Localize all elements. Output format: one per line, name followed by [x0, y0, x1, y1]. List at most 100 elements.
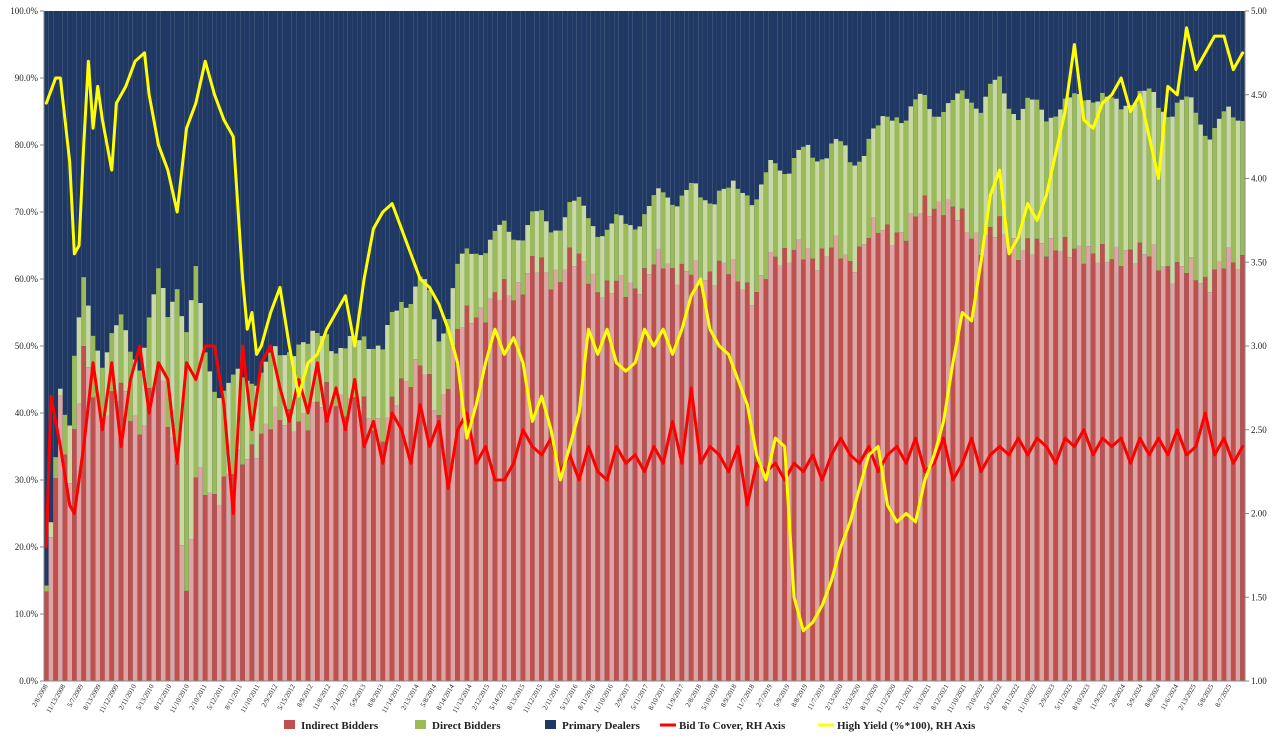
direct-bar	[525, 225, 531, 274]
direct-bar	[871, 128, 876, 218]
indirect-bar	[959, 208, 965, 681]
direct-bar	[1235, 120, 1241, 270]
indirect-bar	[1160, 266, 1166, 681]
direct-bar	[941, 111, 946, 216]
indirect-bar	[1132, 263, 1138, 681]
direct-bar	[478, 255, 484, 308]
indirect-bar	[740, 289, 745, 681]
direct-bar	[1202, 135, 1208, 277]
indirect-bar	[207, 492, 213, 681]
direct-bar	[824, 158, 830, 257]
direct-bar	[857, 161, 862, 247]
indirect-bar	[464, 305, 470, 681]
indirect-bar	[156, 366, 161, 681]
direct-bar	[656, 188, 661, 249]
direct-bar	[1198, 124, 1203, 284]
direct-bar	[880, 116, 886, 231]
dealer-bar	[249, 11, 255, 681]
direct-bar	[58, 388, 63, 396]
indirect-bar	[338, 394, 344, 681]
direct-bar	[726, 187, 731, 275]
indirect-bar	[829, 247, 834, 681]
direct-bar	[534, 211, 540, 273]
right-tick-label: 3.50	[1251, 257, 1267, 267]
direct-bar	[193, 266, 199, 478]
direct-bar	[530, 211, 535, 257]
indirect-bar	[819, 248, 825, 681]
left-tick-label: 70.0%	[15, 207, 39, 217]
direct-bar	[1146, 88, 1152, 257]
legend-label: Bid To Cover, RH Axis	[679, 720, 786, 732]
indirect-bar	[385, 417, 390, 681]
direct-bar	[244, 380, 250, 460]
dealer-bar	[272, 11, 278, 681]
indirect-bar	[100, 424, 105, 681]
direct-bar	[1086, 99, 1091, 247]
direct-bar	[1090, 102, 1096, 254]
indirect-bar	[1044, 256, 1049, 681]
indirect-bar	[1058, 251, 1063, 681]
right-tick-label: 2.50	[1251, 425, 1267, 435]
direct-bar	[889, 120, 895, 246]
indirect-bar	[81, 346, 87, 681]
indirect-bar	[553, 269, 559, 681]
legend-item: Primary Dealers	[545, 720, 641, 732]
direct-bar	[674, 206, 680, 285]
indirect-bar	[202, 495, 208, 681]
direct-bar	[637, 226, 643, 295]
direct-bar	[212, 391, 217, 495]
indirect-bar	[1006, 248, 1012, 681]
indirect-bar	[1235, 269, 1241, 681]
indirect-bar	[913, 216, 918, 682]
legend-swatch	[545, 720, 556, 729]
direct-bar	[357, 340, 362, 415]
indirect-bar	[184, 590, 189, 681]
direct-bar	[1212, 128, 1217, 270]
x-tick-label: 8/7/2025	[1214, 683, 1234, 709]
indirect-bar	[1188, 257, 1194, 681]
direct-bar	[712, 204, 717, 286]
indirect-bar	[240, 464, 245, 681]
indirect-bar	[263, 423, 269, 681]
indirect-bar	[1104, 262, 1110, 681]
indirect-bar	[109, 391, 115, 681]
dealer-bar	[230, 11, 236, 681]
direct-bar	[202, 352, 208, 496]
indirect-bar	[992, 237, 998, 681]
direct-bar	[343, 348, 348, 417]
indirect-bar	[833, 235, 839, 681]
direct-bar	[964, 98, 970, 233]
direct-bar	[385, 324, 390, 418]
direct-bar	[1226, 106, 1231, 248]
indirect-bar	[431, 410, 437, 681]
direct-bar	[114, 325, 119, 402]
indirect-bar	[366, 418, 372, 681]
direct-bar	[272, 346, 278, 407]
indirect-bar	[408, 387, 414, 681]
indirect-bar	[875, 232, 881, 681]
direct-bar	[455, 263, 460, 329]
indirect-bar	[576, 253, 582, 681]
indirect-bar	[170, 437, 175, 681]
indirect-bar	[296, 421, 302, 681]
direct-bar	[716, 190, 722, 261]
direct-bar	[170, 301, 175, 438]
direct-bar	[959, 90, 965, 209]
direct-bar	[768, 159, 774, 253]
indirect-bar	[702, 280, 708, 681]
direct-bar	[609, 223, 615, 294]
direct-bar	[810, 157, 816, 259]
direct-bar	[132, 359, 138, 416]
direct-bar	[1006, 108, 1012, 249]
legend-swatch	[415, 720, 426, 729]
direct-bar	[992, 79, 998, 238]
indirect-bar	[530, 256, 535, 681]
indirect-bar	[137, 434, 143, 681]
dealer-bar	[244, 11, 250, 681]
direct-bar	[600, 236, 605, 298]
indirect-bar	[1011, 238, 1017, 681]
dealer-bar	[333, 11, 339, 681]
direct-bar	[773, 163, 778, 257]
direct-bar	[1058, 109, 1063, 252]
dealer-bar	[58, 11, 63, 681]
